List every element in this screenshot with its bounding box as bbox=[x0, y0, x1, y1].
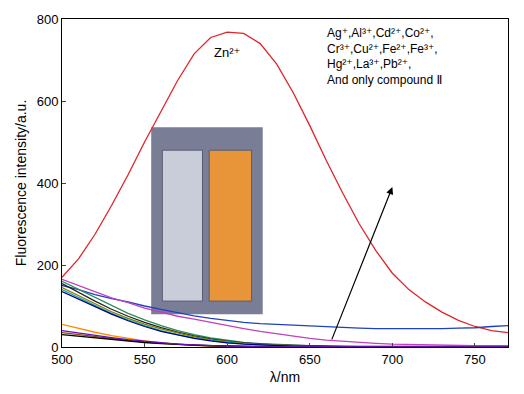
svg-text:800: 800 bbox=[37, 12, 59, 27]
svg-text:550: 550 bbox=[134, 352, 156, 367]
svg-text:200: 200 bbox=[37, 258, 59, 273]
svg-text:600: 600 bbox=[37, 94, 59, 109]
svg-text:600: 600 bbox=[216, 352, 238, 367]
svg-text:500: 500 bbox=[51, 352, 73, 367]
svg-text:0: 0 bbox=[51, 340, 58, 355]
svg-text:750: 750 bbox=[464, 352, 486, 367]
svg-text:400: 400 bbox=[37, 176, 59, 191]
svg-text:Zn²⁺: Zn²⁺ bbox=[214, 45, 240, 60]
svg-text:650: 650 bbox=[299, 352, 321, 367]
svg-text:700: 700 bbox=[382, 352, 404, 367]
svg-text:Fluorescence intensity/a.u.: Fluorescence intensity/a.u. bbox=[13, 100, 29, 267]
svg-text:Ag⁺,Al³⁺,Cd²⁺,Co²⁺,Cr³⁺,Cu²⁺,F: Ag⁺,Al³⁺,Cd²⁺,Co²⁺,Cr³⁺,Cu²⁺,Fe²⁺,Fe³⁺,H… bbox=[327, 26, 442, 87]
svg-text:λ/nm: λ/nm bbox=[270, 369, 300, 385]
